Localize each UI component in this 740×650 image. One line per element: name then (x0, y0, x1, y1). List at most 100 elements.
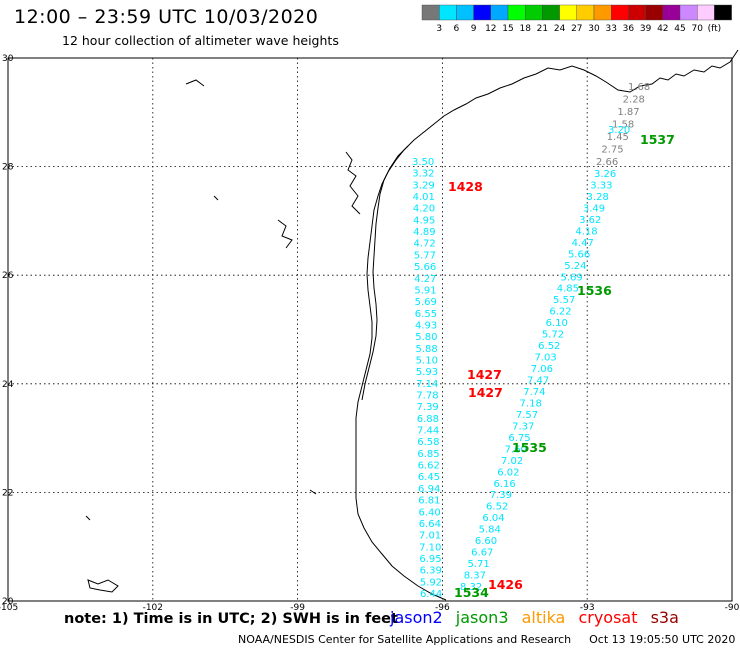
swh-value-left-track: 6.55 (415, 309, 437, 320)
swh-value-right-track: 3.33 (590, 180, 612, 191)
pass-time-label: 1428 (448, 179, 483, 194)
legend-swatch (542, 4, 560, 21)
swh-value-right-track: 6.16 (494, 479, 516, 490)
legend-label: 18 (519, 24, 531, 34)
swh-value-right-track: 7.03 (534, 353, 556, 364)
pass-time-label: 1427 (467, 367, 502, 382)
swh-value-left-track: 6.88 (417, 414, 439, 425)
legend-label: 45 (674, 24, 685, 34)
swh-value-left-track: 5.92 (420, 577, 442, 588)
pass-time-label: 1534 (454, 585, 489, 600)
legend-label: 9 (471, 24, 477, 34)
swh-value-right-track: 8.32 (460, 582, 482, 593)
swh-value-left-track: 7.44 (417, 426, 439, 437)
latitude-label: 24 (2, 380, 14, 390)
latitude-label: 22 (2, 488, 13, 498)
swh-value-right-track: 7.06 (531, 364, 553, 375)
longitude-label: -99 (290, 603, 305, 613)
swh-value-left-track: 5.66 (414, 262, 436, 273)
swh-value-left-track: 6.95 (419, 554, 441, 565)
legend-swatch (593, 4, 612, 21)
credit-text: NOAA/NESDIS Center for Satellite Applica… (238, 633, 572, 646)
legend-swatch (628, 4, 646, 21)
longitude-label: -105 (0, 603, 18, 613)
pass-time-label: 1535 (512, 440, 547, 455)
legend-label: 33 (605, 24, 616, 34)
swh-value-left-track: 4.93 (415, 320, 437, 331)
swh-value-right-track: 4.85 (557, 284, 579, 295)
swh-value-right-track: 5.24 (564, 261, 586, 272)
legend-label: 39 (640, 24, 652, 34)
swh-value-right-track: 6.52 (538, 341, 560, 352)
latitude-labels: 30 28 26 24 22 20 (2, 54, 14, 607)
swh-value-right-track: 5.84 (479, 525, 501, 536)
latitude-label: 30 (2, 54, 14, 64)
swh-value-gray-track: 1.58 (612, 120, 634, 131)
swh-value-right-track: 8.37 (464, 571, 486, 582)
swh-value-left-track: 5.88 (415, 344, 437, 355)
swh-value-right-track: 7.57 (516, 410, 538, 421)
swh-value-extra: 3.20 (608, 125, 630, 136)
swh-value-left-track: 5.93 (416, 367, 438, 378)
swh-value-left-track: 7.10 (419, 542, 441, 553)
longitude-labels: -105 -102 -99 -96 -93 -90 (0, 603, 740, 613)
swh-value-right-track: 7.39 (490, 490, 512, 501)
legend-label: 27 (571, 24, 582, 34)
latitude-label: 20 (2, 597, 14, 607)
swh-value-left-track: 7.14 (416, 379, 438, 390)
swh-value-right-track: 7.02 (501, 456, 523, 467)
legend-label: 36 (623, 24, 635, 34)
legend-label: 30 (588, 24, 600, 34)
swh-value-right-track: 5.72 (542, 330, 564, 341)
swh-value-right-track: 4.18 (575, 226, 597, 237)
legend-swatch (559, 4, 577, 21)
swh-value-left-track: 4.27 (414, 274, 436, 285)
inland-lake (277, 219, 293, 249)
swh-value-right-track: 6.75 (508, 433, 530, 444)
swh-value-left-track: 6.62 (418, 461, 440, 472)
swh-value-right-track: 3.62 (579, 215, 601, 226)
swh-value-right-track: 5.57 (553, 295, 575, 306)
satellite-jason3: jason3 (455, 608, 509, 627)
swh-value-right-track: 3.26 (594, 169, 616, 180)
swh-value-left-track: 6.45 (418, 472, 440, 483)
legend-swatch (456, 4, 474, 21)
legend-label: 24 (554, 24, 566, 34)
barrier-island (361, 145, 409, 401)
swh-value-gray-track: 2.28 (623, 95, 645, 106)
legend-label: (ft) (708, 24, 722, 34)
swh-value-left-track: 6.44 (420, 589, 442, 600)
satellite-altika: altika (521, 608, 566, 627)
graticule (8, 58, 732, 601)
pass-time-label: 1536 (577, 283, 612, 298)
swh-value-left-track: 6.81 (418, 496, 440, 507)
legend-swatch (576, 4, 595, 21)
longitude-label: -102 (143, 603, 163, 613)
pass-time-label: 1426 (488, 577, 523, 592)
swh-value-right-track: 4.47 (572, 238, 594, 249)
swh-value-left-track: 5.91 (414, 285, 436, 296)
swh-value-gray-track: 1.68 (628, 82, 650, 93)
swh-value-left-track: 4.20 (413, 204, 435, 215)
latitude-label: 28 (2, 163, 14, 173)
legend-label: 42 (657, 24, 668, 34)
swh-value-left-track: 4.95 (413, 215, 435, 226)
satellite-s3a: s3a (650, 608, 679, 627)
page-subtitle: 12 hour collection of altimeter wave hei… (62, 33, 339, 48)
swh-value-right-track: 6.67 (471, 548, 493, 559)
swh-value-left-track: 6.64 (419, 519, 441, 530)
swh-value-right-track: 7.18 (520, 398, 542, 409)
swh-value-left-track: 6.94 (418, 484, 440, 495)
swh-value-left-track: 4.89 (413, 227, 435, 238)
legend-swatch (645, 4, 663, 21)
credit-line: NOAA/NESDIS Center for Satellite Applica… (238, 633, 735, 646)
swh-value-left-track: 5.69 (415, 297, 437, 308)
legend-swatch (679, 4, 698, 21)
swh-value-left-track: 5.80 (415, 332, 437, 343)
pass-time-label: 1537 (640, 132, 675, 147)
legend-label: 21 (537, 24, 548, 34)
legend-swatch (439, 4, 457, 21)
map-frame (7, 57, 733, 602)
color-legend: 3 6 9 12 15 18 21 24 27 30 33 36 39 42 45 70 (ft) (421, 4, 732, 34)
